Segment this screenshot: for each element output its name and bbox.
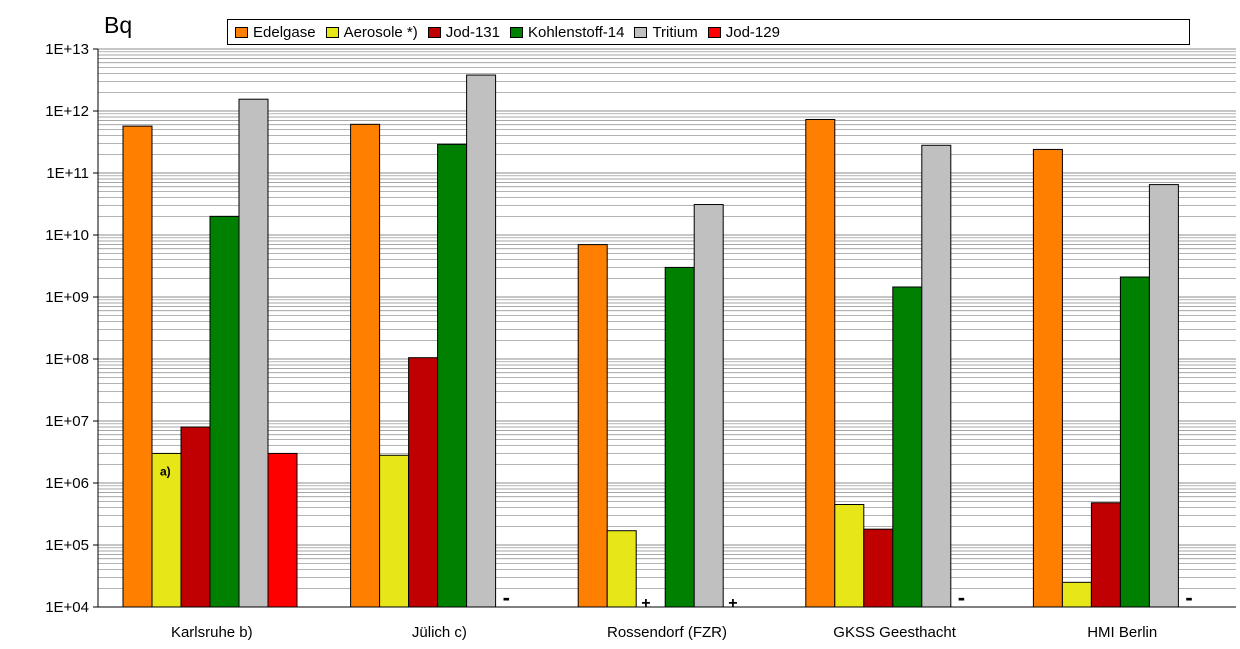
bar-annotation: +: [641, 595, 650, 612]
legend-swatch: [325, 26, 339, 38]
y-tick-label: 1E+12: [45, 103, 89, 120]
legend-label: Jod-129: [725, 23, 780, 41]
legend-label: Aerosole *): [343, 23, 418, 41]
bar-annotation: -: [1185, 585, 1192, 610]
y-tick-label: 1E+07: [45, 413, 89, 430]
y-tick-label: 1E+05: [45, 537, 89, 554]
legend-label: Jod-131: [445, 23, 500, 41]
y-tick-label: 1E+04: [45, 599, 89, 616]
y-axis-unit-label: Bq: [104, 12, 133, 38]
bar: [379, 454, 410, 608]
bar: [122, 125, 153, 608]
bar: [1090, 502, 1121, 608]
bar: [1032, 148, 1063, 608]
bar: [437, 143, 468, 608]
bar: [350, 123, 381, 608]
legend-item: Kohlenstoff-14: [509, 23, 625, 41]
bar: [466, 74, 497, 608]
bar: [408, 357, 439, 608]
bar: [1148, 184, 1179, 608]
bar-annotation: -: [503, 585, 510, 610]
legend-item: Jod-131: [427, 23, 500, 41]
x-category-label: HMI Berlin: [1087, 624, 1157, 641]
legend-item: Tritium: [634, 23, 698, 41]
x-category-label: Jülich c): [412, 624, 467, 641]
bar: [209, 215, 240, 608]
legend-item: Edelgase: [235, 24, 316, 41]
y-tick-label: 1E+11: [46, 165, 89, 182]
legend-swatch: [235, 26, 248, 38]
chart-legend: Edelgase Aerosole *) Jod-131 Kohlenstoff-14…: [227, 19, 1190, 45]
y-tick-label: 1E+06: [45, 475, 89, 492]
bar: [267, 452, 298, 608]
bar: [180, 426, 211, 608]
bar: [151, 452, 182, 608]
legend-swatch: [707, 26, 721, 38]
legend-swatch: [509, 26, 523, 38]
bar: [834, 504, 865, 608]
bar: [664, 266, 695, 608]
bar: [1119, 276, 1150, 608]
bar-annotation: a): [160, 464, 171, 478]
legend-swatch: [427, 26, 441, 38]
bar: [863, 528, 894, 608]
legend-item: Jod-129: [707, 23, 780, 41]
y-tick-label: 1E+10: [45, 227, 89, 244]
x-category-label: Rossendorf (FZR): [607, 624, 727, 641]
bar: [606, 530, 637, 608]
bar: [921, 144, 952, 608]
bar: [892, 286, 923, 608]
y-tick-label: 1E+08: [45, 351, 89, 368]
bar-annotation: +: [728, 595, 737, 612]
bar-annotation: -: [958, 585, 965, 610]
x-category-label: GKSS Geesthacht: [833, 624, 956, 641]
bar: [805, 118, 836, 608]
legend-swatch: [634, 26, 648, 38]
x-category-label: Karlsruhe b): [171, 624, 253, 641]
y-tick-label: 1E+09: [45, 289, 89, 306]
legend-label: Tritium: [652, 23, 698, 41]
y-tick-label: 1E+13: [45, 41, 89, 58]
bar: [238, 98, 269, 608]
bar: [693, 204, 724, 608]
legend-label: Edelgase: [253, 23, 316, 41]
legend-label: Kohlenstoff-14: [527, 23, 625, 41]
bar: [577, 244, 608, 608]
bar: [1061, 581, 1092, 608]
legend-item: Aerosole *): [325, 23, 418, 41]
